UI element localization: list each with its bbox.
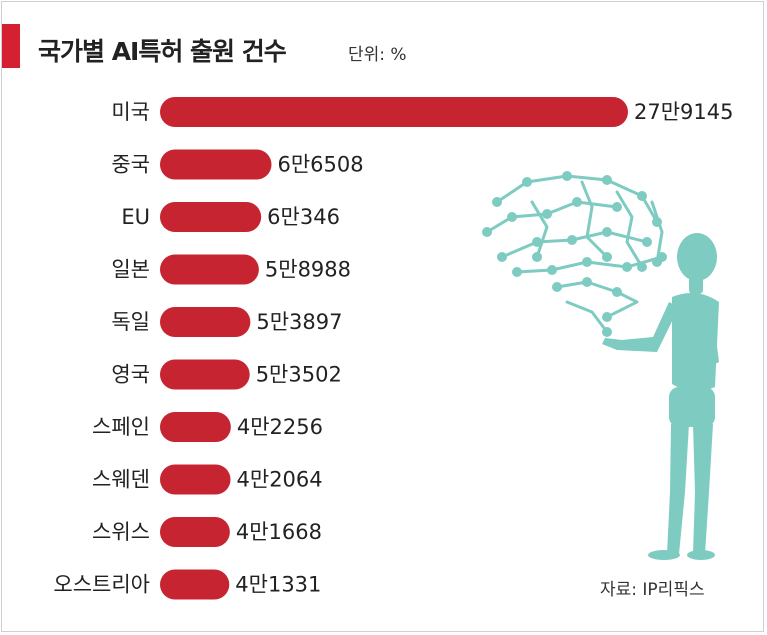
value-label: 4만2064 xyxy=(237,468,323,492)
value-label: 4만1668 xyxy=(236,520,322,544)
category-label: 중국 xyxy=(111,153,150,177)
value-label: 5만3502 xyxy=(256,363,342,387)
bar-3 xyxy=(160,254,259,285)
value-label: 27만9145 xyxy=(634,100,734,124)
category-label: 스페인 xyxy=(92,415,150,439)
category-label: 영국 xyxy=(111,363,150,387)
bar-0 xyxy=(160,97,628,127)
value-label: 6만6508 xyxy=(278,153,364,177)
bar-7 xyxy=(160,464,231,495)
category-label: 스웨덴 xyxy=(92,468,150,492)
category-label: 독일 xyxy=(111,310,150,334)
title-accent-bar xyxy=(2,24,20,68)
bar-5 xyxy=(160,359,250,390)
robot-with-circuit-brain-icon xyxy=(482,171,719,560)
category-label: EU xyxy=(121,205,150,229)
chart-title: 국가별 AI특허 출원 건수 xyxy=(38,37,287,66)
value-label: 6만346 xyxy=(267,205,340,229)
source-note: 자료: IP리픽스 xyxy=(600,580,705,600)
bar-1 xyxy=(160,149,272,180)
value-label: 5만3897 xyxy=(256,310,342,334)
value-label: 4만1331 xyxy=(235,573,321,597)
value-label: 4만2256 xyxy=(237,415,323,439)
bar-6 xyxy=(160,412,231,442)
bar-4 xyxy=(160,307,251,337)
bar-8 xyxy=(160,517,230,547)
category-label: 오스트리아 xyxy=(53,573,150,597)
bar-9 xyxy=(160,569,230,600)
category-label: 스위스 xyxy=(92,520,150,544)
value-label: 5만8988 xyxy=(265,258,351,282)
unit-label: 단위: % xyxy=(348,45,407,65)
category-label: 일본 xyxy=(111,258,150,282)
category-label: 미국 xyxy=(111,100,150,124)
bar-2 xyxy=(160,202,262,232)
